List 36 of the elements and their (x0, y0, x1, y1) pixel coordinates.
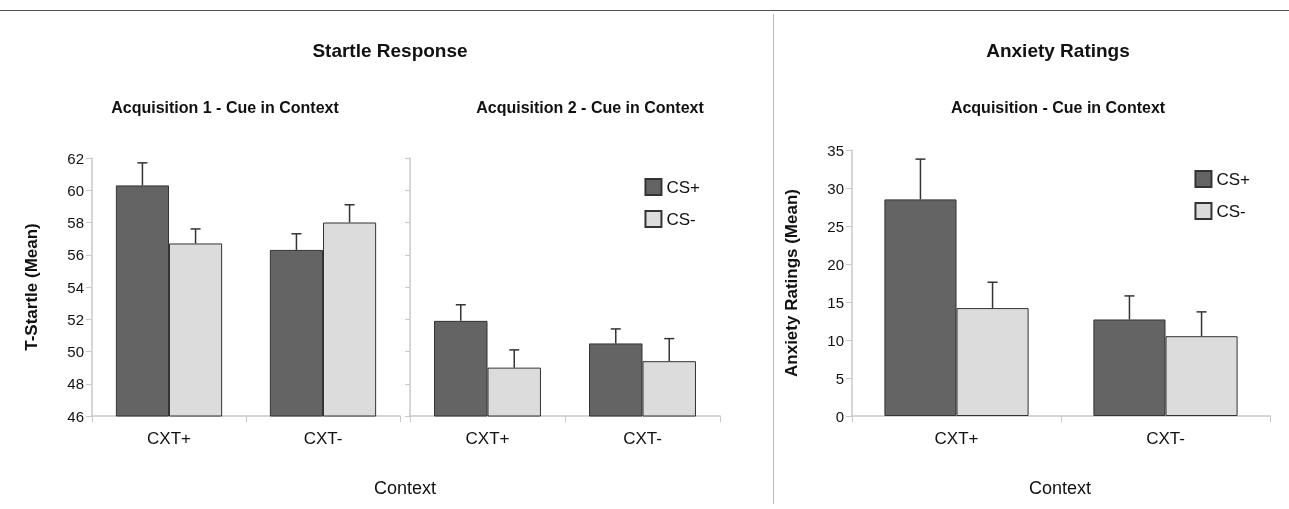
y-tick-label: 5 (835, 369, 844, 387)
y-axis-title: Anxiety Ratings (Mean) (782, 189, 801, 377)
chart-title: Startle Response (312, 40, 468, 61)
legend-label: CS- (666, 209, 696, 229)
y-tick-label: 10 (827, 331, 844, 349)
chart-subtitle: Acquisition 1 - Cue in Context (111, 98, 340, 116)
y-tick-label: 46 (67, 407, 84, 425)
x-tick-label: CXT- (623, 429, 662, 448)
y-tick-label: 56 (67, 246, 84, 264)
y-tick-label: 0 (835, 407, 844, 425)
y-tick-label: 54 (67, 278, 84, 296)
x-tick-label: CXT- (1146, 429, 1185, 448)
chart-subtitle: Acquisition - Cue in Context (950, 98, 1166, 116)
y-tick-label: 25 (827, 217, 844, 235)
y-tick-label: 15 (827, 293, 844, 311)
y-tick-label: 20 (827, 255, 844, 273)
chart-title: Anxiety Ratings (986, 40, 1130, 61)
legend-label: CS+ (666, 177, 701, 197)
x-tick-label: CXT- (303, 429, 343, 448)
legend-label: CS- (1216, 201, 1246, 221)
y-tick-label: 60 (67, 181, 84, 199)
y-tick-label: 50 (67, 343, 84, 360)
chart-subtitle: Acquisition 2 - Cue in Context (476, 98, 705, 116)
x-axis-title: Context (373, 478, 437, 498)
x-axis-title: Context (1028, 478, 1092, 498)
x-tick-label: CXT+ (147, 429, 192, 448)
y-tick-label: 52 (67, 310, 84, 328)
x-tick-label: CXT+ (465, 429, 510, 448)
y-tick-label: 58 (67, 214, 84, 231)
y-tick-label: 48 (67, 375, 84, 393)
y-tick-label: 30 (827, 179, 844, 197)
y-axis-title: T-Startle (Mean) (22, 223, 41, 351)
y-tick-label: 62 (67, 149, 84, 167)
legend-label: CS+ (1216, 169, 1251, 189)
y-tick-label: 35 (827, 141, 844, 159)
x-tick-label: CXT+ (934, 429, 979, 448)
